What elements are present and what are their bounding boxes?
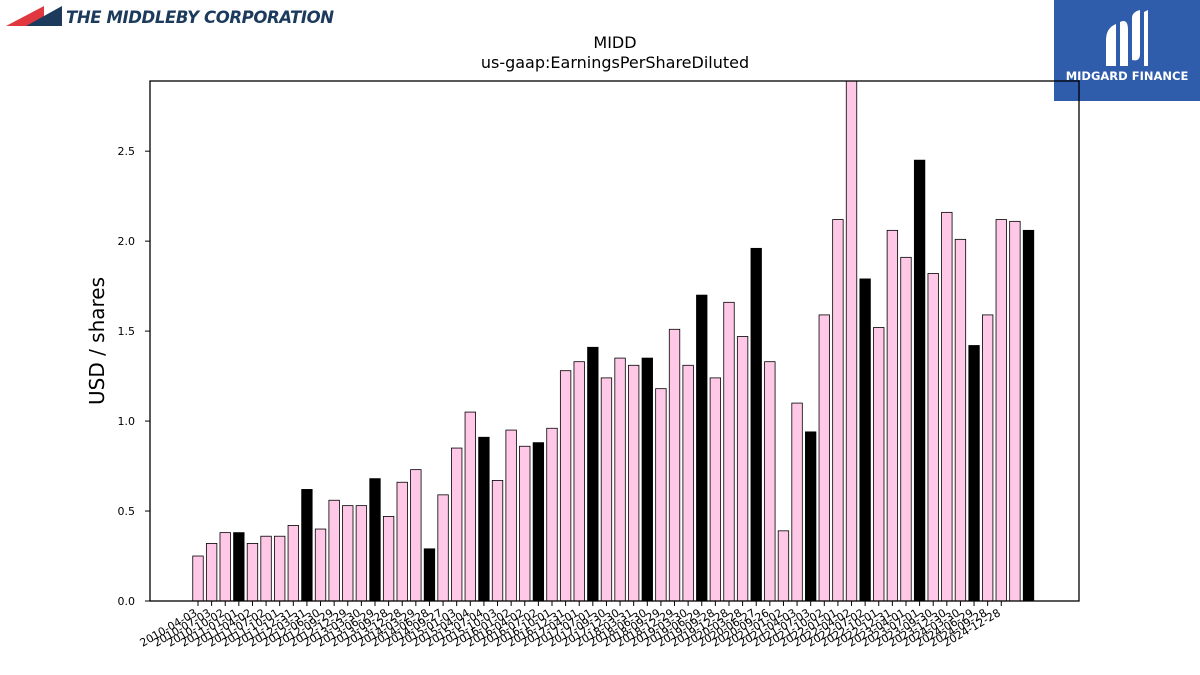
- midgard-logo-icon: [1106, 10, 1148, 66]
- bar: [342, 505, 354, 602]
- bar: [832, 219, 844, 602]
- bar: [668, 328, 681, 602]
- bar: [696, 294, 708, 602]
- y-tick-label: 2.0: [118, 235, 136, 248]
- bar: [736, 336, 749, 602]
- y-axis-label: USD / shares: [85, 277, 109, 405]
- bar: [396, 481, 408, 602]
- bar: [655, 388, 667, 602]
- bar: [532, 442, 545, 602]
- bar: [382, 516, 395, 602]
- bar: [233, 532, 245, 602]
- bar: [274, 535, 286, 602]
- bar: [464, 411, 476, 602]
- bar: [995, 219, 1007, 602]
- bar: [519, 445, 531, 602]
- bar: [777, 530, 790, 602]
- y-tick-label: 0.5: [118, 505, 136, 518]
- y-tick-label: 1.0: [118, 415, 136, 428]
- bar: [410, 469, 422, 602]
- bar: [859, 278, 871, 602]
- bar: [886, 229, 899, 602]
- company-logo-text: THE MIDDLEBY CORPORATION: [66, 8, 334, 27]
- bar: [913, 159, 926, 602]
- bar: [845, 80, 858, 602]
- bars-group: [192, 80, 1035, 602]
- bar: [355, 505, 368, 602]
- bar: [954, 238, 967, 602]
- x-ticks-group: 2010-04-032010-07-032010-10-022011-01-01…: [138, 601, 1003, 650]
- brand-logo-text: MIDGARD FINANCE: [1065, 69, 1189, 83]
- bar: [600, 377, 613, 602]
- midgard-finance-logo: MIDGARD FINANCE: [1054, 0, 1200, 101]
- bar: [873, 327, 885, 602]
- middleby-logo: THE MIDDLEBY CORPORATION: [4, 4, 334, 30]
- bar: [451, 447, 463, 602]
- bar: [641, 357, 653, 602]
- bar: [505, 429, 517, 602]
- plot-frame: [149, 80, 1080, 602]
- bar: [587, 346, 599, 602]
- bar: [1022, 229, 1035, 602]
- bar: [246, 543, 259, 602]
- bar: [927, 273, 939, 602]
- bar: [559, 370, 572, 602]
- bar: [546, 427, 558, 602]
- bar: [941, 211, 953, 602]
- bar: [260, 535, 272, 602]
- bar: [764, 361, 776, 602]
- bar: [301, 489, 313, 602]
- bar: [682, 364, 694, 602]
- bar: [900, 256, 912, 602]
- bar: [314, 528, 327, 602]
- bar: [573, 361, 585, 602]
- chart-subtitle: us-gaap:EarningsPerShareDiluted: [481, 53, 749, 72]
- y-tick-label: 0.0: [118, 595, 136, 608]
- bar: [369, 478, 381, 602]
- bar: [478, 436, 490, 602]
- y-tick-label: 2.5: [118, 145, 136, 158]
- bar: [723, 301, 735, 602]
- bar: [628, 364, 640, 602]
- bar: [423, 548, 436, 602]
- bar: [709, 377, 722, 602]
- bar: [1009, 220, 1021, 602]
- y-ticks-group: 0.0 0.5 1.0 1.5 2.0 2.5: [118, 145, 150, 608]
- bar: [287, 525, 299, 602]
- bar: [805, 431, 817, 602]
- bar: [328, 499, 340, 602]
- bar: [437, 494, 449, 602]
- bar: [219, 532, 231, 602]
- y-tick-label: 1.5: [118, 325, 136, 338]
- bar: [968, 345, 980, 602]
- bar: [205, 543, 218, 602]
- bar: [192, 555, 204, 602]
- bar: [791, 402, 803, 602]
- bar: [818, 314, 830, 602]
- bar: [614, 357, 626, 602]
- bar: [491, 480, 504, 602]
- chart-title: MIDD: [593, 33, 636, 52]
- bar: [982, 314, 994, 602]
- middleby-logo-icon: [6, 6, 62, 26]
- bar: [750, 247, 762, 602]
